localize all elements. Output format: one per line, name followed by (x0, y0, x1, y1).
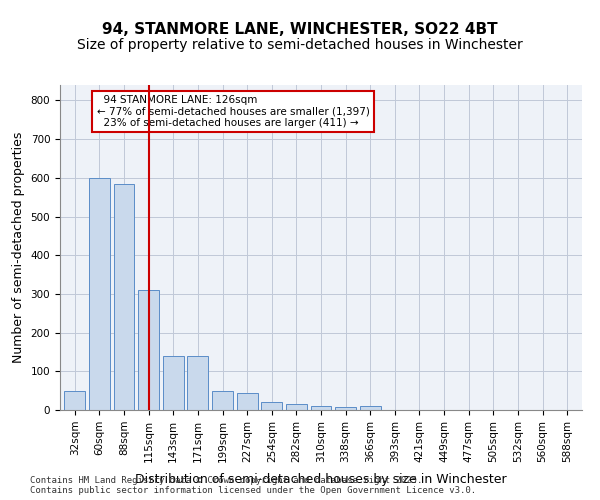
Bar (138, 290, 159, 410)
Bar (187, 356, 208, 410)
Bar (236, 392, 257, 410)
X-axis label: Distribution of semi-detached houses by size in Winchester: Distribution of semi-detached houses by … (135, 473, 507, 486)
Bar (89, 178, 110, 410)
Bar (335, 407, 356, 410)
Text: 94, STANMORE LANE, WINCHESTER, SO22 4BT: 94, STANMORE LANE, WINCHESTER, SO22 4BT (102, 22, 498, 38)
Text: Contains HM Land Registry data © Crown copyright and database right 2025.
Contai: Contains HM Land Registry data © Crown c… (30, 476, 476, 495)
Bar (286, 404, 307, 410)
Bar (360, 406, 381, 410)
Bar (163, 356, 184, 410)
Y-axis label: Number of semi-detached properties: Number of semi-detached properties (12, 132, 25, 363)
Text: 94 STANMORE LANE: 126sqm
← 77% of semi-detached houses are smaller (1,397)
  23%: 94 STANMORE LANE: 126sqm ← 77% of semi-d… (97, 94, 370, 128)
Bar (64, 390, 85, 410)
Bar (261, 402, 282, 410)
Text: Size of property relative to semi-detached houses in Winchester: Size of property relative to semi-detach… (77, 38, 523, 52)
Bar (311, 406, 331, 410)
Bar (212, 390, 233, 410)
Bar (113, 184, 134, 410)
